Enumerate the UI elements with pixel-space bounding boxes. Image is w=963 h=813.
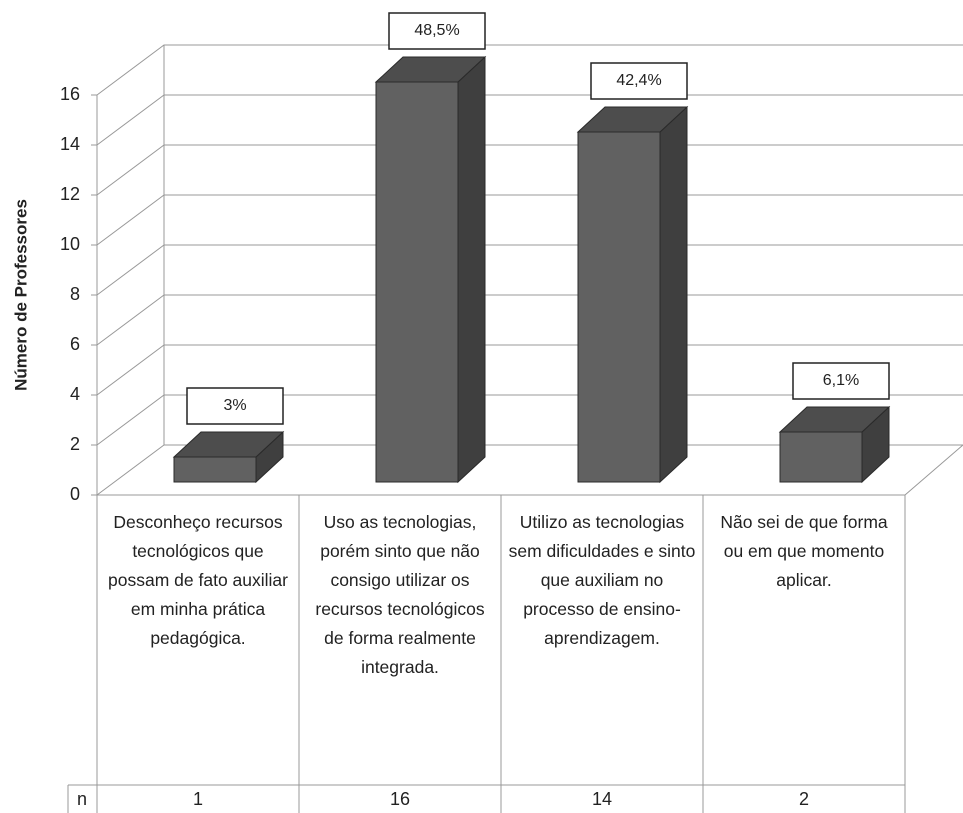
- floor: [95, 444, 963, 496]
- y-tick-label: 16: [60, 84, 80, 104]
- grid-line: [96, 344, 963, 396]
- bar: [779, 431, 863, 483]
- category-cell: Uso as tecnologias, porém sinto que não …: [315, 512, 485, 677]
- grid-line: [96, 44, 963, 96]
- data-label: 48,5%: [414, 22, 459, 39]
- grid-line: [96, 94, 963, 146]
- y-tick-label: 0: [70, 484, 80, 504]
- bar: [577, 131, 661, 483]
- data-label: 3%: [223, 397, 246, 414]
- x-category-label: Utilizo as tecnologias sem dificuldades …: [508, 512, 696, 648]
- grid-line: [96, 394, 963, 446]
- y-tick-label: 12: [60, 184, 80, 204]
- table-row-label: n: [77, 789, 87, 809]
- y-tick-label: 8: [70, 284, 80, 304]
- grid-line: [96, 244, 963, 296]
- category-cell: Desconheço recursos tecnológicos que pos…: [108, 512, 288, 648]
- grid-line: [96, 294, 963, 346]
- grid-line: [96, 194, 963, 246]
- x-category-label: Uso as tecnologias, porém sinto que não …: [315, 512, 485, 677]
- bar: [375, 81, 459, 483]
- y-tick-label: 2: [70, 434, 80, 454]
- bar-side: [457, 55, 486, 484]
- bar: [173, 456, 257, 483]
- y-tick-label: 4: [70, 384, 80, 404]
- category-cell: Não sei de que forma ou em que momento a…: [720, 512, 888, 590]
- bar-side: [659, 105, 688, 484]
- y-tick-label: 10: [60, 234, 80, 254]
- x-category-label: Desconheço recursos tecnológicos que pos…: [108, 512, 288, 648]
- y-tick-label: 6: [70, 334, 80, 354]
- y-tick-label: 14: [60, 134, 80, 154]
- data-label-box: [388, 12, 486, 50]
- data-label-box: [186, 387, 284, 425]
- data-label: 6,1%: [823, 372, 859, 389]
- table-value: 16: [390, 789, 410, 809]
- grid-line: [96, 144, 963, 196]
- category-cell: Utilizo as tecnologias sem dificuldades …: [508, 512, 696, 648]
- data-label-box: [792, 362, 890, 400]
- table-value: 1: [193, 789, 203, 809]
- y-axis-label: Número de Professores: [11, 199, 30, 391]
- data-label: 42,4%: [616, 72, 661, 89]
- data-label-box: [590, 62, 688, 100]
- x-category-label: Não sei de que forma ou em que momento a…: [720, 512, 888, 590]
- table-value: 2: [799, 789, 809, 809]
- table-value: 14: [592, 789, 612, 809]
